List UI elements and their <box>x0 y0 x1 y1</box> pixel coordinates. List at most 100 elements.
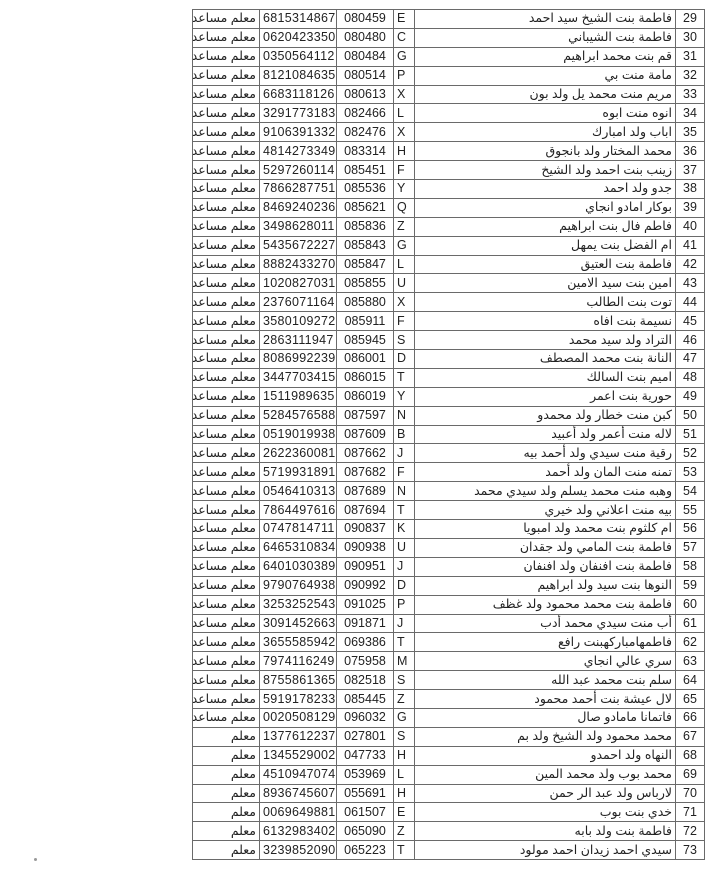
row-number-cell: 50 <box>675 405 705 426</box>
code-cell: 069386 <box>336 632 394 653</box>
role-cell: معلم مساعد <box>192 594 260 615</box>
table-row: معلم مساعد 0020508129 096032 G فاتمانا ماماد… <box>192 707 705 728</box>
table-row: معلم مساعد 5919178233 085445 Z لال عيشة بنت … <box>192 689 705 709</box>
phone-cell: 8882433270 <box>259 254 337 275</box>
name-cell: لاله منت أعمر ولد أعبيد <box>414 424 676 445</box>
letter-cell: U <box>393 273 415 294</box>
table-row: معلم مساعد 8469240236 085621 Q بوكار امادو ا… <box>192 197 705 218</box>
phone-cell: 0546410313 <box>259 481 337 502</box>
name-cell: النوها بنت سيد ولد ابراهيم <box>414 575 676 596</box>
code-cell: 085445 <box>336 689 394 709</box>
row-number-cell: 71 <box>675 802 705 823</box>
phone-cell: 5297260114 <box>259 160 337 181</box>
phone-cell: 7974116249 <box>259 651 337 672</box>
role-cell: معلم مساعد <box>192 273 260 294</box>
row-number-cell: 54 <box>675 481 705 502</box>
row-number-cell: 39 <box>675 197 705 218</box>
table-row: معلم 1377612237 027801 S محمد محمود ولد الشي… <box>192 726 705 747</box>
role-cell: معلم مساعد <box>192 651 260 672</box>
code-cell: 085836 <box>336 216 394 237</box>
name-cell: النانة بنت محمد المصطف <box>414 349 676 369</box>
name-cell: فاطمة بنت محمد محمود ولد غظف <box>414 594 676 615</box>
phone-cell: 0519019938 <box>259 424 337 445</box>
role-cell: معلم مساعد <box>192 27 260 48</box>
row-number-cell: 65 <box>675 689 705 709</box>
letter-cell: J <box>393 613 415 634</box>
name-cell: زينب بنت احمد ولد الشيخ <box>414 160 676 181</box>
role-cell: معلم مساعد <box>192 9 260 29</box>
code-cell: 096032 <box>336 707 394 728</box>
letter-cell: K <box>393 519 415 539</box>
role-cell: معلم مساعد <box>192 311 260 332</box>
role-cell: معلم مساعد <box>192 197 260 218</box>
table-row: معلم مساعد 9790764938 090992 D النوها بنت سي… <box>192 575 705 596</box>
row-number-cell: 47 <box>675 349 705 369</box>
name-cell: فاطمة بنت الشيباني <box>414 27 676 48</box>
code-cell: 085621 <box>336 197 394 218</box>
row-number-cell: 69 <box>675 764 705 785</box>
letter-cell: Z <box>393 216 415 237</box>
phone-cell: 9106391332 <box>259 122 337 143</box>
table-row: معلم مساعد 0546410313 087689 N وهبه منت محمد… <box>192 481 705 502</box>
code-cell: 090951 <box>336 556 394 577</box>
role-cell: معلم مساعد <box>192 670 260 691</box>
table-row: معلم مساعد 1511989635 086019 Y حورية بنت اعم… <box>192 386 705 407</box>
table-row: معلم مساعد 0620423350 080480 C فاطمة بنت الش… <box>192 27 705 48</box>
code-cell: 075958 <box>336 651 394 672</box>
row-number-cell: 46 <box>675 330 705 351</box>
letter-cell: U <box>393 537 415 558</box>
phone-cell: 4510947074 <box>259 764 337 785</box>
name-cell: فاطمة بنت افنفان ولد افنفان <box>414 556 676 577</box>
letter-cell: F <box>393 160 415 181</box>
name-cell: وهبه منت محمد يسلم ولد سيدي محمد <box>414 481 676 502</box>
name-cell: فاطمة بنت العتيق <box>414 254 676 275</box>
phone-cell: 0069649881 <box>259 802 337 823</box>
phone-cell: 0620423350 <box>259 27 337 48</box>
code-cell: 087689 <box>336 481 394 502</box>
table-row: معلم مساعد 8086992239 086001 D النانة بنت مح… <box>192 349 705 369</box>
row-number-cell: 51 <box>675 424 705 445</box>
letter-cell: X <box>393 84 415 105</box>
row-number-cell: 44 <box>675 292 705 313</box>
phone-cell: 1377612237 <box>259 726 337 747</box>
table-row: معلم مساعد 3253252543 091025 P فاطمة بنت محم… <box>192 594 705 615</box>
row-number-cell: 40 <box>675 216 705 237</box>
table-row: معلم مساعد 3291773183 082466 L انوه منت ابوه… <box>192 103 705 124</box>
letter-cell: X <box>393 292 415 313</box>
letter-cell: D <box>393 575 415 596</box>
role-cell: معلم <box>192 745 260 766</box>
name-cell: امين بنت سيد الامين <box>414 273 676 294</box>
code-cell: 065090 <box>336 821 394 842</box>
letter-cell: H <box>393 141 415 162</box>
letter-cell: Y <box>393 179 415 199</box>
row-number-cell: 32 <box>675 65 705 86</box>
code-cell: 080480 <box>336 27 394 48</box>
code-cell: 085911 <box>336 311 394 332</box>
code-cell: 087694 <box>336 500 394 521</box>
name-cell: أب منت سيدي محمد أدب <box>414 613 676 634</box>
name-cell: لارباس ولد عبد الر حمن <box>414 783 676 804</box>
table-row: معلم 0069649881 061507 E خدي بنت بوب 71 <box>192 802 705 823</box>
code-cell: 091025 <box>336 594 394 615</box>
letter-cell: M <box>393 651 415 672</box>
table-row: معلم مساعد 7864497616 087694 T بيه منت اعلان… <box>192 500 705 521</box>
role-cell: معلم مساعد <box>192 367 260 388</box>
name-cell: انوه منت ابوه <box>414 103 676 124</box>
row-number-cell: 38 <box>675 179 705 199</box>
phone-cell: 0747814711 <box>259 519 337 539</box>
name-cell: فاطمة بنت المامي ولد جقدان <box>414 537 676 558</box>
table-row: معلم مساعد 1020827031 085855 U امين بنت سيد … <box>192 273 705 294</box>
name-cell: جدو ولد احمد <box>414 179 676 199</box>
table-row: معلم مساعد 3580109272 085911 F نسيمة بنت افا… <box>192 311 705 332</box>
role-cell: معلم مساعد <box>192 235 260 256</box>
code-cell: 065223 <box>336 840 394 861</box>
role-cell: معلم <box>192 726 260 747</box>
table-row: معلم مساعد 3655585942 069386 T فاطمهامباركهب… <box>192 632 705 653</box>
letter-cell: Z <box>393 821 415 842</box>
role-cell: معلم مساعد <box>192 613 260 634</box>
row-number-cell: 66 <box>675 707 705 728</box>
table-row: معلم مساعد 3498628011 085836 Z فاطم فال بنت … <box>192 216 705 237</box>
name-cell: نسيمة بنت افاه <box>414 311 676 332</box>
code-cell: 087682 <box>336 462 394 483</box>
name-cell: حورية بنت اعمر <box>414 386 676 407</box>
